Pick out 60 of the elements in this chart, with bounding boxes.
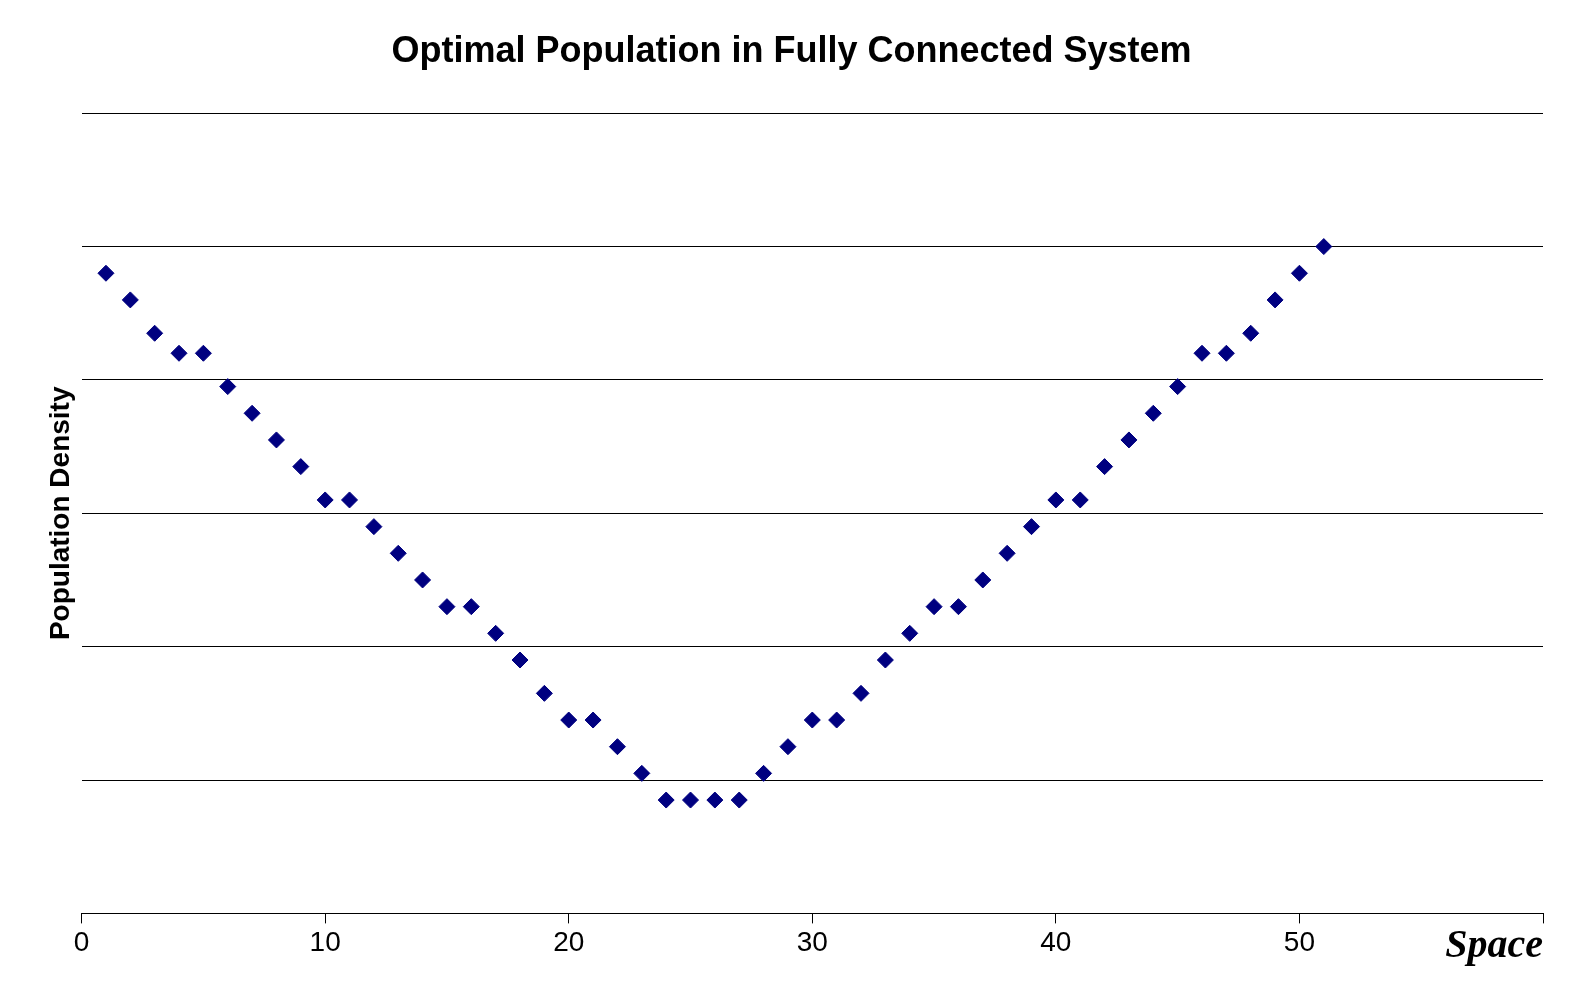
point xyxy=(560,711,578,729)
point xyxy=(755,764,773,782)
point xyxy=(462,598,480,616)
y-axis-title: Population Density xyxy=(43,386,75,641)
point xyxy=(243,404,261,422)
point xyxy=(438,598,456,616)
point xyxy=(219,378,237,396)
x-tick-label: 50 xyxy=(1283,925,1316,957)
point xyxy=(267,431,285,449)
point xyxy=(974,571,992,589)
point xyxy=(170,344,188,362)
x-tick-label: 20 xyxy=(553,925,585,957)
point xyxy=(511,651,529,669)
x-tick-label: 30 xyxy=(796,925,828,957)
point xyxy=(657,791,675,809)
point xyxy=(1047,491,1065,509)
point xyxy=(901,624,919,642)
point xyxy=(389,544,407,562)
x-tick-label: 0 xyxy=(73,925,90,957)
x-axis-title: Space xyxy=(1445,921,1543,967)
x-tick-label: 10 xyxy=(309,925,341,957)
point xyxy=(584,711,602,729)
point xyxy=(121,291,139,309)
point xyxy=(633,764,651,782)
point xyxy=(194,344,212,362)
point xyxy=(146,324,164,342)
point xyxy=(1315,238,1333,256)
point xyxy=(779,738,797,756)
point xyxy=(949,598,967,616)
point xyxy=(1071,491,1089,509)
x-tick-label: 40 xyxy=(1040,925,1072,957)
chart-title: Optimal Population in Fully Connected System xyxy=(391,28,1192,70)
point xyxy=(608,738,626,756)
point xyxy=(998,544,1016,562)
point xyxy=(1242,324,1260,342)
point xyxy=(803,711,821,729)
point xyxy=(682,791,700,809)
point xyxy=(414,571,432,589)
point xyxy=(925,598,943,616)
point xyxy=(730,791,748,809)
point xyxy=(316,491,334,509)
point xyxy=(341,491,359,509)
point xyxy=(1217,344,1235,362)
point xyxy=(1266,291,1284,309)
point xyxy=(852,684,870,702)
point xyxy=(487,624,505,642)
point xyxy=(876,651,894,669)
point xyxy=(706,791,724,809)
point xyxy=(1144,404,1162,422)
point xyxy=(828,711,846,729)
point xyxy=(1290,264,1308,282)
point xyxy=(1193,344,1211,362)
point xyxy=(1120,431,1138,449)
point xyxy=(97,264,115,282)
point xyxy=(1169,378,1187,396)
point xyxy=(1023,518,1041,536)
point xyxy=(535,684,553,702)
point xyxy=(365,518,383,536)
point xyxy=(1096,458,1114,476)
point xyxy=(292,458,310,476)
